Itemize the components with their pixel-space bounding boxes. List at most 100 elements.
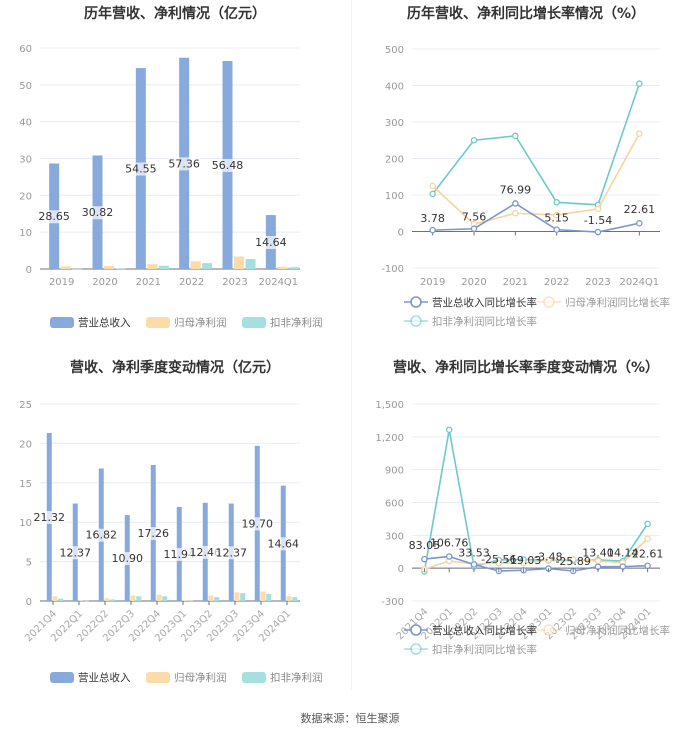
legend-swatch[interactable] xyxy=(146,317,170,328)
legend-label[interactable]: 归母净利润同比增长率 xyxy=(565,624,670,637)
bar[interactable] xyxy=(234,592,240,601)
data-point[interactable] xyxy=(470,225,478,232)
bar[interactable] xyxy=(136,596,142,601)
data-point[interactable] xyxy=(512,200,519,207)
data-point[interactable] xyxy=(644,562,651,569)
legend-label[interactable]: 扣非净利润 xyxy=(270,671,323,684)
bar[interactable] xyxy=(245,259,256,269)
data-point[interactable] xyxy=(429,226,436,234)
legend-label[interactable]: 归母净利润 xyxy=(174,316,227,329)
legend-label[interactable]: 扣非净利润同比增长率 xyxy=(432,643,537,656)
legend-swatch[interactable] xyxy=(50,317,74,328)
bar[interactable] xyxy=(202,263,213,269)
data-point[interactable] xyxy=(569,556,577,563)
data-point[interactable] xyxy=(636,219,643,227)
legend-label[interactable]: 归母净利润 xyxy=(174,671,227,684)
bar[interactable] xyxy=(84,600,90,602)
data-point[interactable] xyxy=(512,209,519,217)
series-line[interactable] xyxy=(432,83,641,206)
bar[interactable] xyxy=(277,266,288,269)
legend-label[interactable]: 归母净利润同比增长率 xyxy=(565,296,670,309)
series-line[interactable] xyxy=(432,202,640,233)
bar[interactable] xyxy=(292,597,298,601)
bar[interactable] xyxy=(190,261,201,269)
data-point[interactable] xyxy=(512,132,519,140)
bar-value-label: 14.64 xyxy=(268,537,300,550)
data-point[interactable] xyxy=(644,520,651,528)
bar[interactable] xyxy=(147,264,158,269)
data-point[interactable] xyxy=(636,130,643,137)
bar[interactable] xyxy=(115,268,126,270)
legend-swatch[interactable] xyxy=(242,317,266,328)
data-point[interactable] xyxy=(644,535,651,542)
data-point[interactable] xyxy=(520,559,527,567)
bar[interactable] xyxy=(130,595,136,601)
x-tick-label: 2023 xyxy=(222,277,247,288)
legend-label[interactable]: 扣非净利润同比增长率 xyxy=(432,315,537,328)
data-point[interactable] xyxy=(495,559,503,567)
legend-marker-icon[interactable] xyxy=(410,315,422,327)
legend-marker-icon[interactable] xyxy=(543,296,555,308)
data-point[interactable] xyxy=(553,211,560,219)
bar[interactable] xyxy=(214,597,220,601)
legend-label[interactable]: 营业总收入 xyxy=(78,671,131,684)
legend-marker-icon[interactable] xyxy=(410,296,422,308)
data-point[interactable] xyxy=(594,205,602,213)
bar[interactable] xyxy=(162,596,168,601)
legend-swatch[interactable] xyxy=(146,672,170,683)
data-point[interactable] xyxy=(470,136,478,144)
bar[interactable] xyxy=(72,268,83,270)
legend-label[interactable]: 营业总收入同比增长率 xyxy=(432,296,537,309)
data-point[interactable] xyxy=(421,555,428,563)
data-point[interactable] xyxy=(429,190,436,198)
data-point[interactable] xyxy=(429,182,436,190)
point-value-label: 14.14 xyxy=(607,547,639,560)
data-point[interactable] xyxy=(553,226,560,233)
chart-title: 营收、净利季度变动情况（亿元） xyxy=(70,360,280,376)
bar[interactable] xyxy=(182,600,188,601)
data-point[interactable] xyxy=(594,228,602,236)
y-tick-label: 300 xyxy=(385,531,404,542)
point-value-label: 33.53 xyxy=(458,546,490,559)
data-point[interactable] xyxy=(470,561,478,568)
bar[interactable] xyxy=(288,267,299,269)
bar[interactable] xyxy=(58,598,64,601)
series-line[interactable] xyxy=(432,133,641,226)
bar[interactable] xyxy=(260,591,266,601)
data-point[interactable] xyxy=(545,556,552,564)
bar[interactable] xyxy=(158,265,169,269)
legend-marker-icon[interactable] xyxy=(410,643,422,655)
data-point[interactable] xyxy=(445,553,453,560)
bar[interactable] xyxy=(78,600,84,602)
x-tick-label: 2019 xyxy=(49,277,74,288)
bar[interactable] xyxy=(208,595,214,601)
series-line[interactable] xyxy=(424,538,649,571)
series-line[interactable] xyxy=(423,429,649,572)
data-point[interactable] xyxy=(636,80,643,87)
y-tick-label: 1,200 xyxy=(375,433,404,444)
series-line[interactable] xyxy=(424,555,648,572)
y-tick-label: 0 xyxy=(398,564,404,575)
legend-marker-icon[interactable] xyxy=(410,624,422,636)
bar[interactable] xyxy=(104,266,114,269)
legend-label[interactable]: 营业总收入同比增长率 xyxy=(432,624,537,637)
data-point[interactable] xyxy=(445,426,453,433)
legend-swatch[interactable] xyxy=(50,672,74,683)
bar[interactable] xyxy=(188,600,194,602)
bar[interactable] xyxy=(240,593,246,601)
legend-label[interactable]: 营业总收入 xyxy=(78,316,131,329)
bar[interactable] xyxy=(52,596,58,601)
data-point[interactable] xyxy=(553,199,560,206)
bar[interactable] xyxy=(104,598,110,601)
bar[interactable] xyxy=(234,256,244,269)
legend-swatch[interactable] xyxy=(242,672,266,683)
bar[interactable] xyxy=(60,266,71,269)
bar[interactable] xyxy=(286,596,292,601)
bar[interactable] xyxy=(110,599,116,601)
legend-label[interactable]: 扣非净利润 xyxy=(270,316,323,329)
y-tick-label: 400 xyxy=(385,82,404,93)
bar[interactable] xyxy=(266,593,272,601)
legend-marker-icon[interactable] xyxy=(543,624,555,636)
bar-value-label: 56.48 xyxy=(212,159,244,172)
bar[interactable] xyxy=(156,594,162,601)
